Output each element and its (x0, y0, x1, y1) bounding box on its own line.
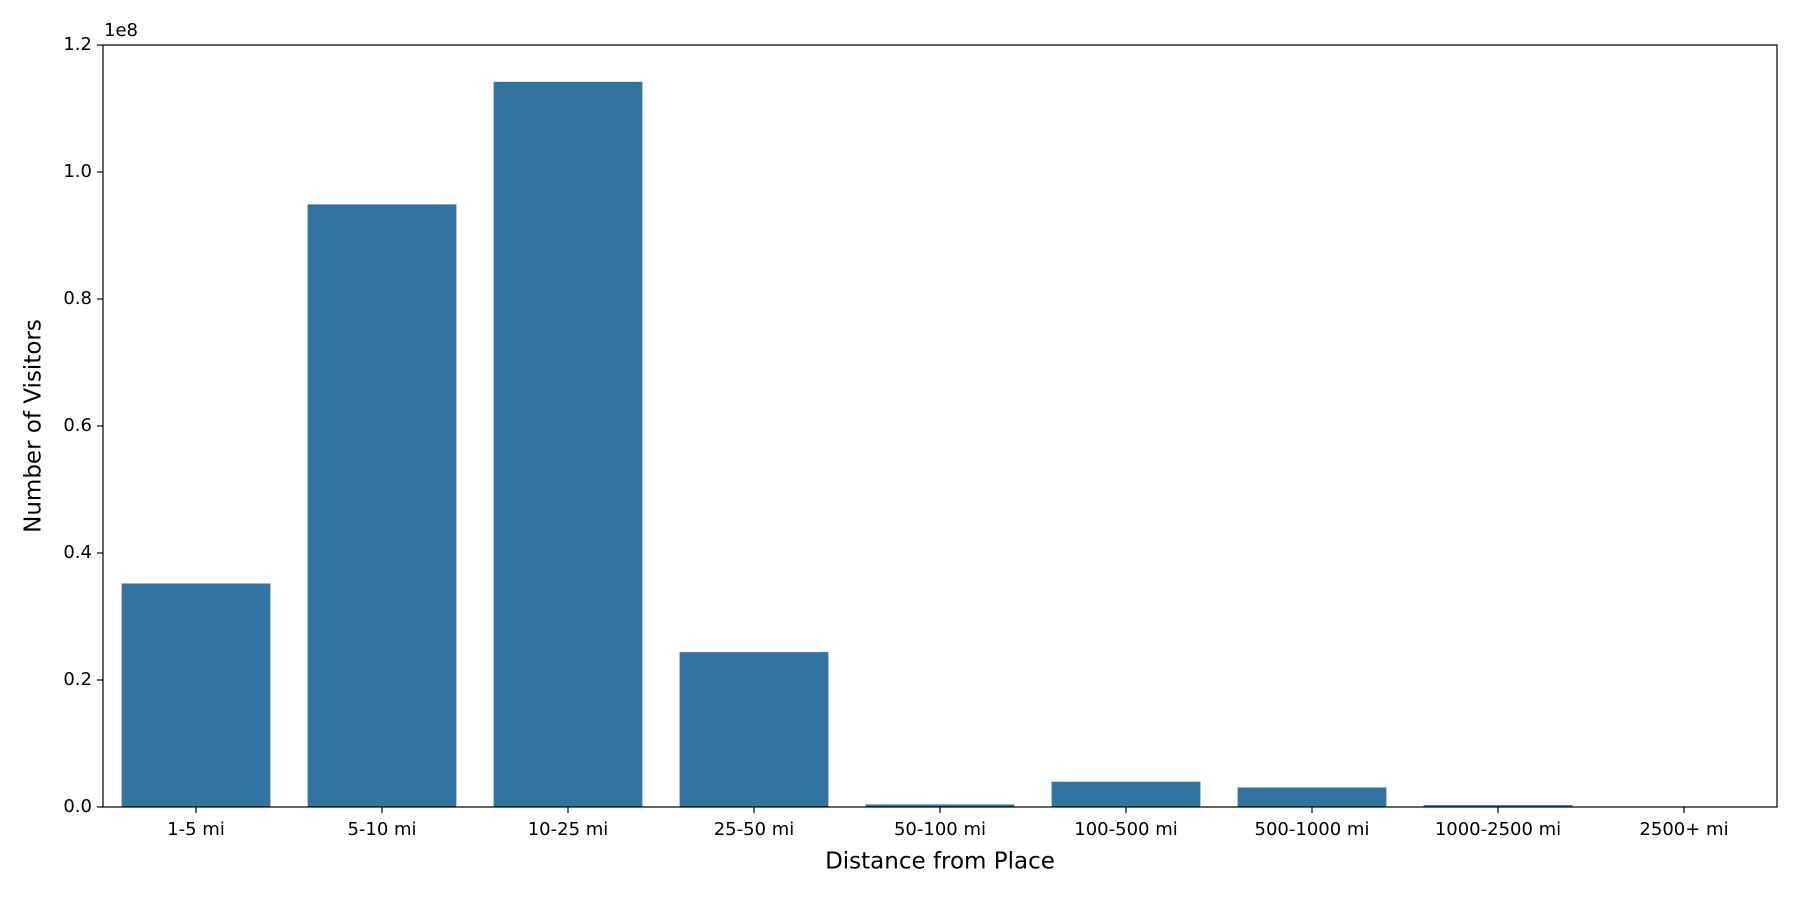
bar (493, 81, 643, 807)
bar (1051, 781, 1201, 807)
bar (121, 583, 271, 807)
x-tick-label: 100-500 mi (1074, 819, 1177, 840)
y-tick-label: 0.4 (63, 542, 92, 563)
y-offset-label: 1e8 (104, 20, 138, 41)
y-tick-label: 0.2 (63, 669, 92, 690)
bar (865, 804, 1015, 807)
x-tick-label: 1-5 mi (167, 819, 225, 840)
x-tick-label: 50-100 mi (894, 819, 986, 840)
y-tick-label: 0.8 (63, 288, 92, 309)
y-axis-label: Number of Visitors (21, 319, 47, 533)
bar (679, 652, 829, 807)
x-tick-label: 1000-2500 mi (1435, 819, 1561, 840)
x-tick-label: 500-1000 mi (1255, 819, 1370, 840)
x-tick-label: 25-50 mi (714, 819, 795, 840)
y-tick-label: 0.0 (63, 796, 92, 817)
x-axis-label: Distance from Place (825, 849, 1055, 875)
x-tick-label: 10-25 mi (528, 819, 609, 840)
x-tick-label: 2500+ mi (1639, 819, 1728, 840)
y-tick-label: 1.0 (63, 161, 92, 182)
y-tick-label: 0.6 (63, 415, 92, 436)
x-tick-label: 5-10 mi (347, 819, 416, 840)
y-tick-label: 1.2 (63, 34, 92, 55)
bar (307, 204, 457, 807)
bar (1237, 787, 1387, 807)
bar (1423, 805, 1573, 807)
plot-frame (102, 44, 1778, 808)
